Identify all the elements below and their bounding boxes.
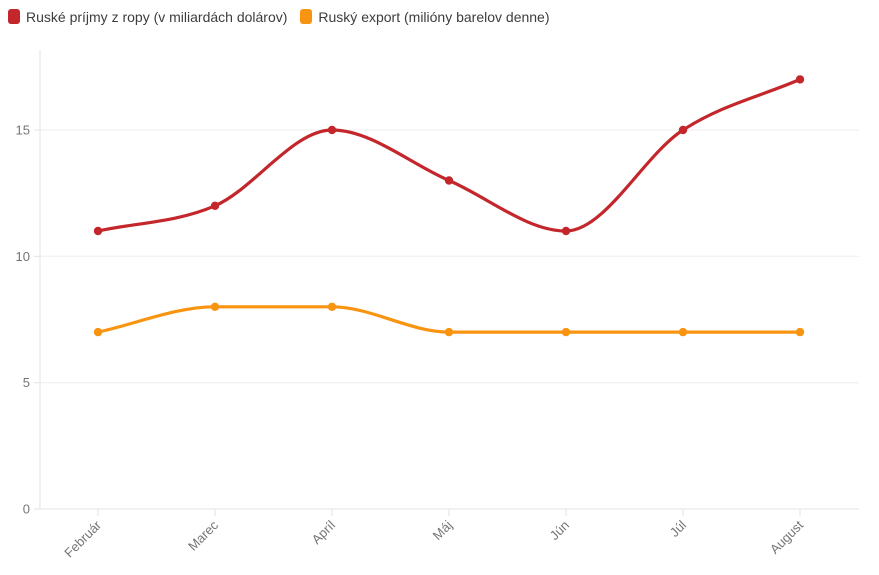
x-axis-label: Február bbox=[61, 517, 104, 560]
legend-label-oil-revenue: Ruské príjmy z ropy (v miliardách doláro… bbox=[26, 8, 288, 25]
data-point[interactable] bbox=[327, 125, 337, 135]
data-point[interactable] bbox=[795, 327, 805, 337]
x-axis-label: Máj bbox=[430, 517, 455, 542]
data-point[interactable] bbox=[210, 302, 220, 311]
series-line-0 bbox=[96, 77, 802, 233]
x-axis-label: Marec bbox=[185, 517, 221, 553]
y-axis-label: 5 bbox=[23, 375, 30, 390]
data-point[interactable] bbox=[561, 327, 571, 337]
legend-label-export: Ruský export (milióny barelov denne) bbox=[318, 8, 550, 25]
legend-marker-oil-revenue bbox=[8, 9, 20, 24]
x-axis-label: Apríl bbox=[309, 517, 339, 547]
y-axis-label: 15 bbox=[16, 123, 30, 138]
x-axis-label: August bbox=[767, 517, 806, 556]
legend: Ruské príjmy z ropy (v miliardách doláro… bbox=[8, 9, 550, 24]
data-point[interactable] bbox=[561, 226, 571, 236]
legend-item-oil-revenue[interactable]: Ruské príjmy z ropy (v miliardách doláro… bbox=[8, 9, 287, 24]
y-axis-label: 10 bbox=[16, 249, 30, 264]
data-point[interactable] bbox=[444, 176, 454, 185]
data-point[interactable] bbox=[93, 226, 103, 236]
data-point[interactable] bbox=[444, 327, 454, 337]
data-point[interactable] bbox=[795, 75, 805, 84]
data-point[interactable] bbox=[327, 302, 337, 311]
legend-item-export[interactable]: Ruský export (milióny barelov denne) bbox=[300, 8, 550, 25]
y-axis-label: 0 bbox=[23, 502, 30, 517]
data-point[interactable] bbox=[678, 327, 688, 337]
legend-marker-export bbox=[300, 9, 313, 24]
data-point[interactable] bbox=[210, 201, 220, 210]
data-point[interactable] bbox=[93, 327, 103, 337]
x-axis-label: Júl bbox=[667, 517, 689, 539]
x-axis-label: Jún bbox=[547, 518, 572, 543]
data-point[interactable] bbox=[678, 125, 688, 135]
